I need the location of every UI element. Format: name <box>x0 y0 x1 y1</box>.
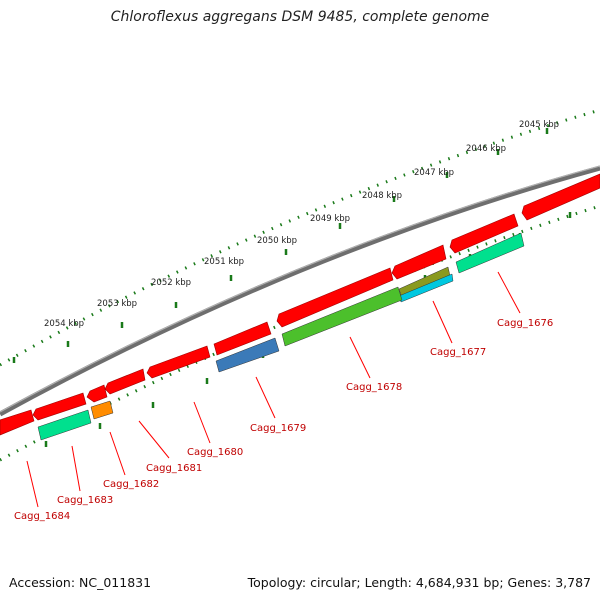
green-feature[interactable] <box>281 286 403 347</box>
teal-feature[interactable] <box>37 409 92 441</box>
cds-feature[interactable] <box>86 384 108 403</box>
ruler-label: 2054 kbp <box>44 319 84 329</box>
ruler-label: 2051 kbp <box>204 257 244 267</box>
ruler-label: 2046 kbp <box>466 144 506 154</box>
gene-label: Cagg_1676 <box>497 318 553 329</box>
reverse-strand-features <box>37 232 525 441</box>
ruler-major-ticks <box>12 128 549 363</box>
ruler-label: 2050 kbp <box>257 236 297 246</box>
orange-feature[interactable] <box>90 400 114 420</box>
ruler-label: 2052 kbp <box>151 278 191 288</box>
cds-feature[interactable] <box>521 173 600 221</box>
ruler-label: 2053 kbp <box>97 299 137 309</box>
cds-feature[interactable] <box>449 213 519 254</box>
map-title: Chloroflexus aggregans DSM 9485, complet… <box>110 9 490 25</box>
cds-feature[interactable] <box>104 368 146 395</box>
gene-label: Cagg_1680 <box>187 447 243 458</box>
ruler-label: 2047 kbp <box>414 168 454 178</box>
gene-label: Cagg_1684 <box>14 511 70 522</box>
gene-label: Cagg_1679 <box>250 423 306 434</box>
gene-labels: Cagg_1676 Cagg_1677 Cagg_1678 Cagg_1679 … <box>14 318 553 522</box>
gene-label: Cagg_1678 <box>346 382 402 393</box>
label-leaders <box>26 271 521 508</box>
forward-strand-features <box>0 173 600 436</box>
cds-feature[interactable] <box>32 392 87 421</box>
gene-label: Cagg_1677 <box>430 347 486 358</box>
gene-label: Cagg_1681 <box>146 463 202 474</box>
gene-label: Cagg_1682 <box>103 479 159 490</box>
summary-text: Topology: circular; Length: 4,684,931 bp… <box>247 575 591 590</box>
genome-backbone-highlight <box>0 165 600 413</box>
ruler-labels: 2045 kbp 2046 kbp 2047 kbp 2048 kbp 2049… <box>44 120 559 329</box>
accession-text: Accession: NC_011831 <box>9 575 152 590</box>
ruler-label: 2049 kbp <box>310 214 350 224</box>
blue-feature[interactable] <box>215 337 280 373</box>
ruler-label: 2045 kbp <box>519 120 559 130</box>
ruler-label: 2048 kbp <box>362 191 402 201</box>
cds-feature[interactable] <box>0 409 35 436</box>
gene-label: Cagg_1683 <box>57 495 113 506</box>
cds-feature[interactable] <box>213 321 272 356</box>
teal-feature[interactable] <box>455 232 525 274</box>
genome-backbone <box>0 165 600 417</box>
cds-feature[interactable] <box>276 267 394 328</box>
cds-feature[interactable] <box>391 244 447 280</box>
cds-feature[interactable] <box>146 345 211 379</box>
